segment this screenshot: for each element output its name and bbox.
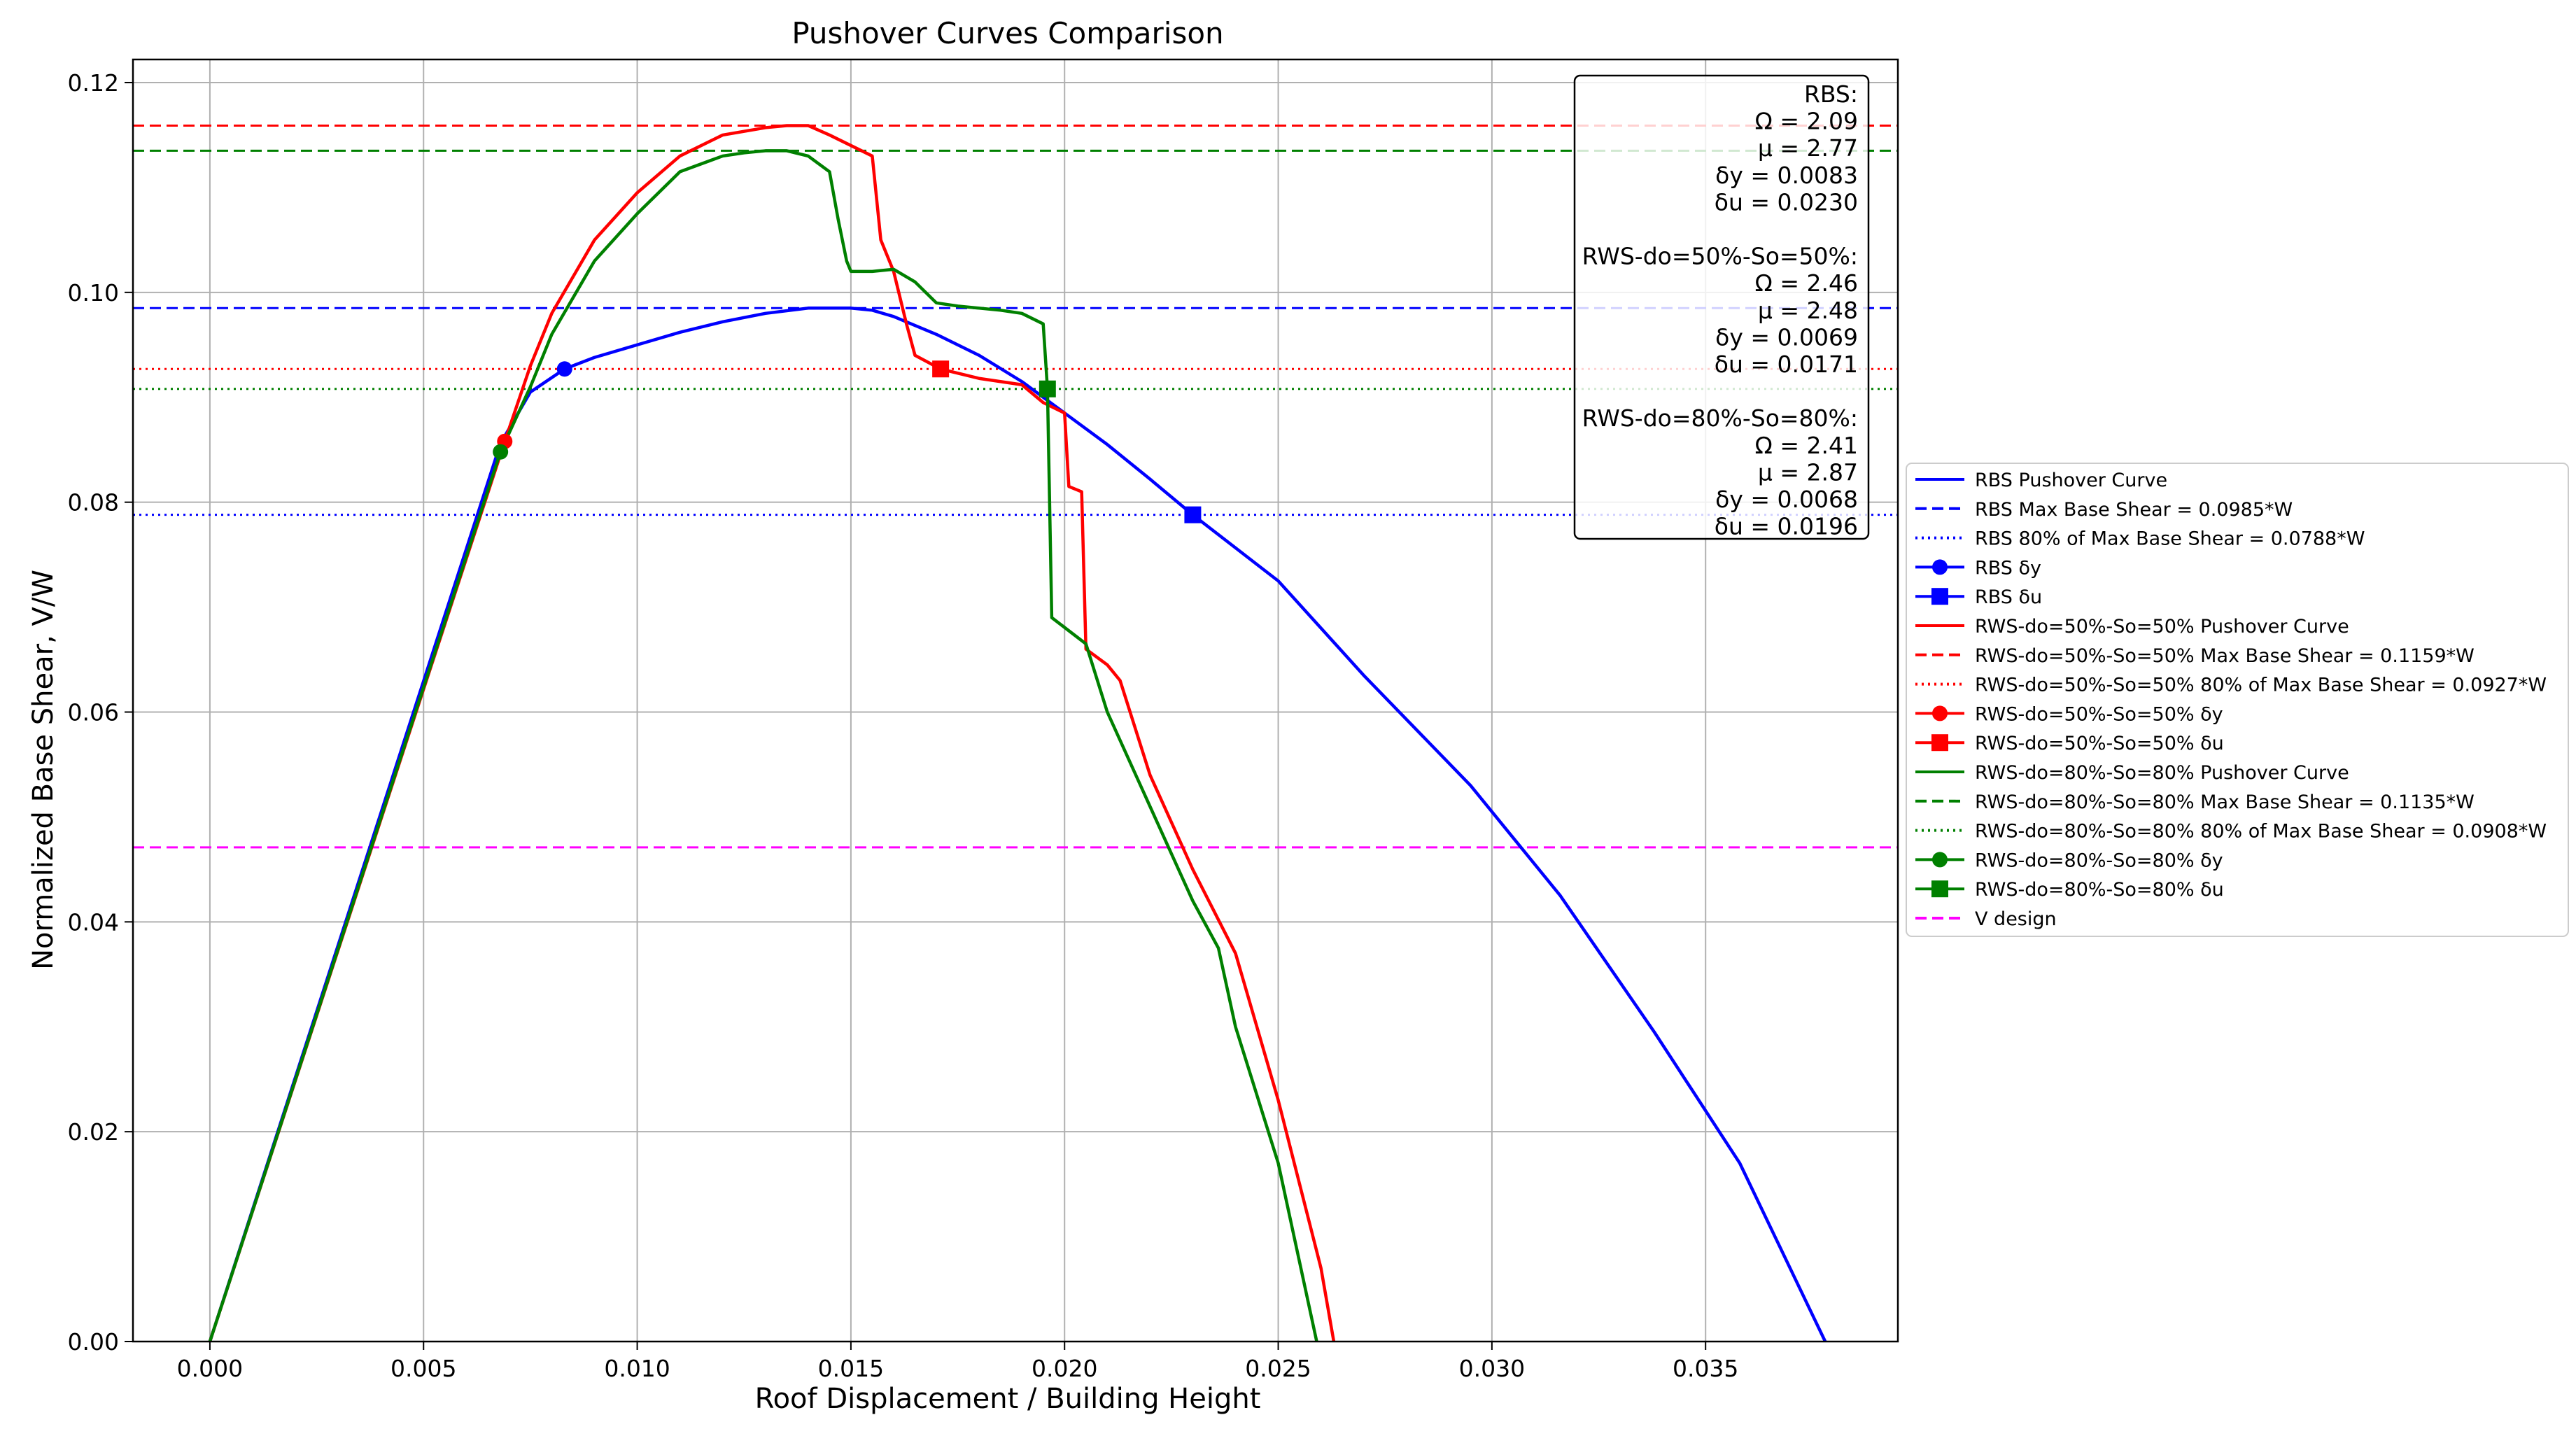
annotation-line: μ = 2.87 — [1758, 458, 1858, 486]
legend-entry-label: RWS-do=50%-So=50% 80% of Max Base Shear … — [1975, 675, 2547, 696]
legend-entry-label: RWS-do=50%-So=50% Pushover Curve — [1975, 616, 2349, 638]
y-tick-label: 0.12 — [68, 69, 119, 97]
annotation-line: δy = 0.0068 — [1715, 486, 1858, 513]
x-tick-label: 0.020 — [1032, 1355, 1097, 1382]
legend-entry-label: RWS-do=80%-So=80% 80% of Max Base Shear … — [1975, 821, 2547, 843]
series-line — [208, 307, 1827, 1342]
annotation-line: Ω = 2.46 — [1755, 269, 1858, 297]
x-tick-label: 0.010 — [604, 1355, 670, 1382]
y-tick-label: 0.10 — [68, 279, 119, 307]
x-tick-label: 0.015 — [818, 1355, 884, 1382]
series-line — [208, 124, 1336, 1342]
legend-entry-label: RBS Pushover Curve — [1975, 470, 2167, 491]
legend-swatch-marker — [1932, 852, 1948, 868]
annotation-line: δu = 0.0171 — [1715, 351, 1858, 378]
marker-point — [493, 444, 509, 460]
legend-swatch-marker — [1931, 734, 1948, 752]
legend-entry-label: RBS δy — [1975, 557, 2041, 579]
x-tick-label: 0.005 — [390, 1355, 456, 1382]
annotation-line: δy = 0.0083 — [1715, 162, 1858, 189]
legend-entry-label: RBS 80% of Max Base Shear = 0.0788*W — [1975, 528, 2365, 550]
annotation-line: Ω = 2.09 — [1755, 108, 1858, 135]
annotation-line: RWS-do=80%-So=80%: — [1582, 404, 1858, 432]
marker-point — [1039, 380, 1056, 397]
annotation-line: μ = 2.48 — [1758, 297, 1858, 324]
plot-frame — [132, 58, 1899, 1343]
x-axis-label: Roof Displacement / Building Height — [755, 1383, 1261, 1415]
y-tick-label: 0.04 — [68, 908, 119, 936]
annotation-line: δu = 0.0196 — [1715, 513, 1858, 540]
legend-entry-label: RBS δu — [1975, 586, 2042, 608]
y-axis-label: Normalized Base Shear, V/W — [27, 570, 59, 970]
annotation-line: Ω = 2.41 — [1755, 432, 1858, 459]
annotation-line: δu = 0.0230 — [1715, 188, 1858, 216]
ticks-layer: 0.000 0.005 0.010 0.015 0.020 0.025 0.030 0.035… — [68, 69, 1739, 1382]
annotation-line: δy = 0.0069 — [1715, 323, 1858, 351]
legend-frame — [1906, 463, 2569, 937]
y-tick-label: 0.00 — [68, 1328, 119, 1356]
legend: RBS Pushover Curve RBS Max Base Shear = 0… — [1906, 463, 2569, 937]
legend-swatch-marker — [1931, 588, 1948, 605]
series-layer — [208, 124, 1827, 1342]
series-line — [208, 149, 1318, 1342]
marker-point — [1184, 506, 1202, 523]
x-tick-label: 0.025 — [1245, 1355, 1311, 1382]
annotation-frame — [1573, 74, 1870, 540]
marker-point — [932, 360, 950, 378]
legend-entry-label: RBS Max Base Shear = 0.0985*W — [1975, 499, 2293, 521]
legend-entry-label: RWS-do=80%-So=80% Max Base Shear = 0.113… — [1975, 791, 2475, 813]
legend-entry-label: RWS-do=50%-So=50% δu — [1975, 733, 2224, 754]
legend-entry-label: V design — [1975, 908, 2057, 930]
legend-entry-label: RWS-do=50%-So=50% Max Base Shear = 0.115… — [1975, 645, 2475, 667]
y-tick-label: 0.06 — [68, 698, 119, 726]
legend-swatch-marker — [1932, 705, 1948, 721]
legend-entry-label: RWS-do=80%-So=80% δu — [1975, 879, 2224, 901]
y-tick-label: 0.08 — [68, 489, 119, 516]
legend-swatch-marker — [1931, 880, 1948, 898]
x-tick-label: 0.000 — [177, 1355, 243, 1382]
annotation-line: RBS: — [1804, 80, 1858, 108]
marker-point — [556, 361, 572, 377]
x-tick-label: 0.035 — [1673, 1355, 1738, 1382]
legend-entry-label: RWS-do=50%-So=50% δy — [1975, 703, 2223, 725]
x-tick-label: 0.030 — [1459, 1355, 1525, 1382]
legend-entry-label: RWS-do=80%-So=80% δy — [1975, 850, 2223, 871]
marker-layer — [493, 360, 1202, 523]
annotation-line: RWS-do=50%-So=50%: — [1582, 243, 1858, 270]
reference-lines — [133, 124, 1898, 849]
y-tick-label: 0.02 — [68, 1118, 119, 1146]
annotation-line: μ = 2.77 — [1758, 134, 1858, 162]
legend-swatch-marker — [1932, 559, 1948, 575]
legend-entry-label: RWS-do=80%-So=80% Pushover Curve — [1975, 762, 2349, 784]
chart-title: Pushover Curves Comparison — [791, 16, 1223, 50]
